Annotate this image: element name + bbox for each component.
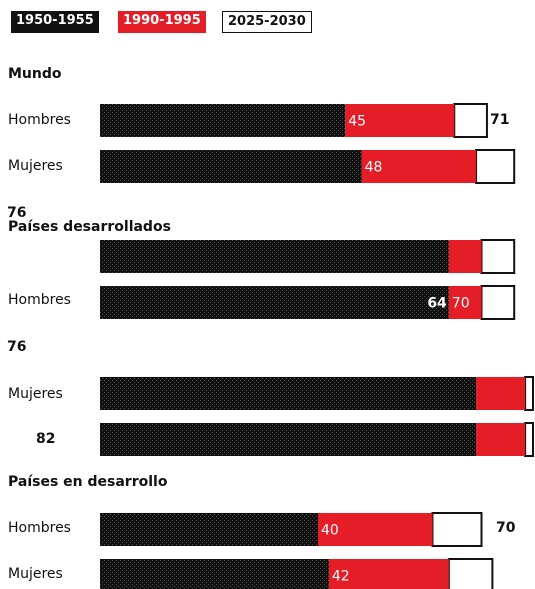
bar-3-1990-1995 bbox=[448, 286, 482, 319]
row-label-en-desarrollo-mujeres: Mujeres bbox=[8, 566, 63, 582]
bar-0-value-label-0: 45 bbox=[348, 114, 366, 130]
bar-3-2025-2030 bbox=[480, 285, 516, 320]
bar-2-1950-1955 bbox=[100, 240, 449, 273]
bar-6-1950-1955 bbox=[100, 513, 318, 546]
value-label-mundo-mujeres-2025: 76 bbox=[7, 205, 27, 221]
value-label-desarrollados-mujeres-2025: 82 bbox=[36, 431, 56, 447]
legend-item-1950-1955: 1950-1955 bbox=[11, 11, 99, 33]
bar-1-2025-2030 bbox=[475, 149, 516, 184]
bar-7-1950-1955 bbox=[100, 559, 329, 589]
row-label-desarrollados-hombres: Hombres bbox=[8, 292, 71, 308]
bar-7-1990-1995 bbox=[328, 559, 449, 589]
row-label-en-desarrollo-hombres: Hombres bbox=[8, 520, 71, 536]
bar-1-1990-1995 bbox=[361, 150, 477, 183]
bar-0-1990-1995 bbox=[345, 104, 455, 137]
bar-6-value-label-0: 40 bbox=[321, 523, 339, 539]
bar-0-2025-2030 bbox=[453, 103, 488, 138]
bar-4-2025-2030 bbox=[524, 376, 534, 411]
bar-6-1990-1995 bbox=[318, 513, 433, 546]
group-label-mundo: Mundo bbox=[8, 66, 62, 82]
bar-1-value-label-0: 48 bbox=[365, 160, 383, 176]
row-label-mundo-hombres: Hombres bbox=[8, 112, 71, 128]
row-label-desarrollados-mujeres: Mujeres bbox=[8, 386, 63, 402]
bar-3-1950-1955 bbox=[100, 286, 449, 319]
bar-7-2025-2030 bbox=[447, 558, 494, 589]
bar-2-1990-1995 bbox=[448, 240, 482, 273]
bar-7-value-label-0: 42 bbox=[332, 569, 350, 585]
bar-6-2025-2030 bbox=[431, 512, 483, 547]
group-label-paises-desarrollados: Países desarrollados bbox=[8, 219, 171, 235]
bar-5-1950-1955 bbox=[100, 423, 477, 456]
bar-5-1990-1995 bbox=[476, 423, 526, 456]
bar-1-1950-1955 bbox=[100, 150, 362, 183]
bars: 45 48 64 70 40 42 bbox=[100, 103, 534, 589]
bar-3-value-label-1: 70 bbox=[452, 296, 470, 312]
row-label-mundo-mujeres: Mujeres bbox=[8, 158, 63, 174]
bar-5-2025-2030 bbox=[524, 422, 534, 457]
legend-item-2025-2030: 2025-2030 bbox=[222, 11, 312, 33]
value-label-desarrollados-hombres-2025: 76 bbox=[7, 339, 27, 355]
value-label-mundo-hombres-2025: 71 bbox=[490, 112, 510, 128]
bar-0-1950-1955 bbox=[100, 104, 346, 137]
group-label-paises-en-desarrollo: Países en desarrollo bbox=[8, 474, 168, 490]
bar-4-1950-1955 bbox=[100, 377, 477, 410]
value-label-en-desarrollo-hombres-2025: 70 bbox=[496, 520, 516, 536]
bar-2-2025-2030 bbox=[480, 239, 516, 274]
bar-3-value-label-0: 64 bbox=[427, 296, 447, 312]
bar-4-1990-1995 bbox=[476, 377, 526, 410]
legend-item-1990-1995: 1990-1995 bbox=[118, 11, 206, 33]
